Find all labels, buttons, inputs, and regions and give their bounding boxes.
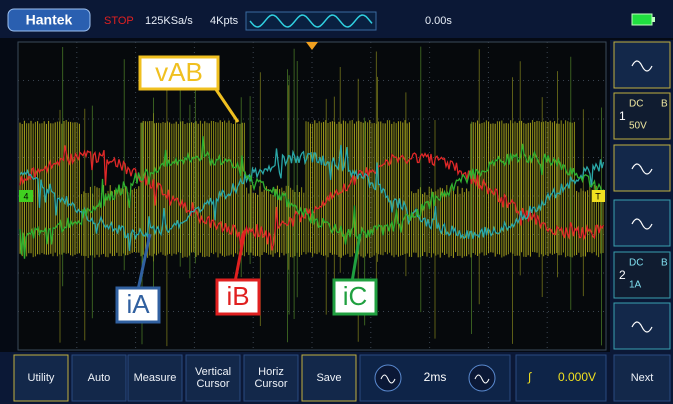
bandwidth: B: [661, 258, 668, 269]
channel-marker: 4: [23, 191, 28, 201]
coupling: DC: [629, 258, 643, 269]
oscilloscope-screen: Hantek STOP 125KSa/s 4Kpts 0.00s 4 T vAB…: [0, 0, 673, 404]
channel-number: 2: [619, 268, 626, 282]
memory-depth: 4Kpts: [210, 15, 239, 27]
button-label: Save: [316, 372, 341, 384]
bandwidth: B: [661, 99, 668, 110]
battery-tip: [652, 17, 655, 22]
scale: 1A: [629, 280, 642, 291]
button-label: Horiz: [258, 366, 284, 378]
button-label: Measure: [134, 372, 177, 384]
button-label: Auto: [88, 372, 111, 384]
trigger-marker: T: [595, 191, 601, 201]
next-label: Next: [631, 372, 654, 384]
channel-number: 1: [619, 109, 626, 123]
button-label: Vertical: [195, 366, 231, 378]
sample-rate: 125KSa/s: [145, 15, 193, 27]
run-status[interactable]: STOP: [104, 15, 134, 27]
time-offset: 0.00s: [425, 15, 452, 27]
button-label: Cursor: [254, 378, 287, 390]
button-label: Cursor: [196, 378, 229, 390]
annotation: iC: [343, 281, 368, 311]
button-label: Utility: [28, 372, 55, 384]
brand: Hantek: [26, 12, 73, 28]
annotation: vAB: [155, 57, 203, 87]
trigger-type: ∫: [527, 370, 532, 384]
annotation: iA: [126, 289, 150, 319]
timebase: 2ms: [424, 370, 447, 384]
scale: 50V: [629, 121, 647, 132]
battery: [632, 14, 652, 25]
trigger-level: 0.000V: [558, 370, 596, 384]
annotation: iB: [226, 281, 249, 311]
coupling: DC: [629, 99, 643, 110]
